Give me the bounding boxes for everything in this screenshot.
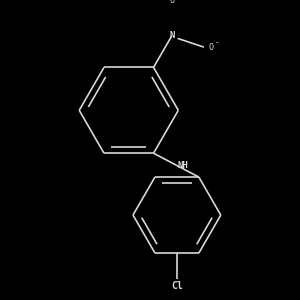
Text: NH: NH [178,160,189,169]
Text: -: - [215,38,218,47]
Text: N: N [169,31,175,40]
Text: Cl: Cl [171,280,183,291]
Text: O: O [169,0,174,4]
Text: O: O [208,43,213,52]
